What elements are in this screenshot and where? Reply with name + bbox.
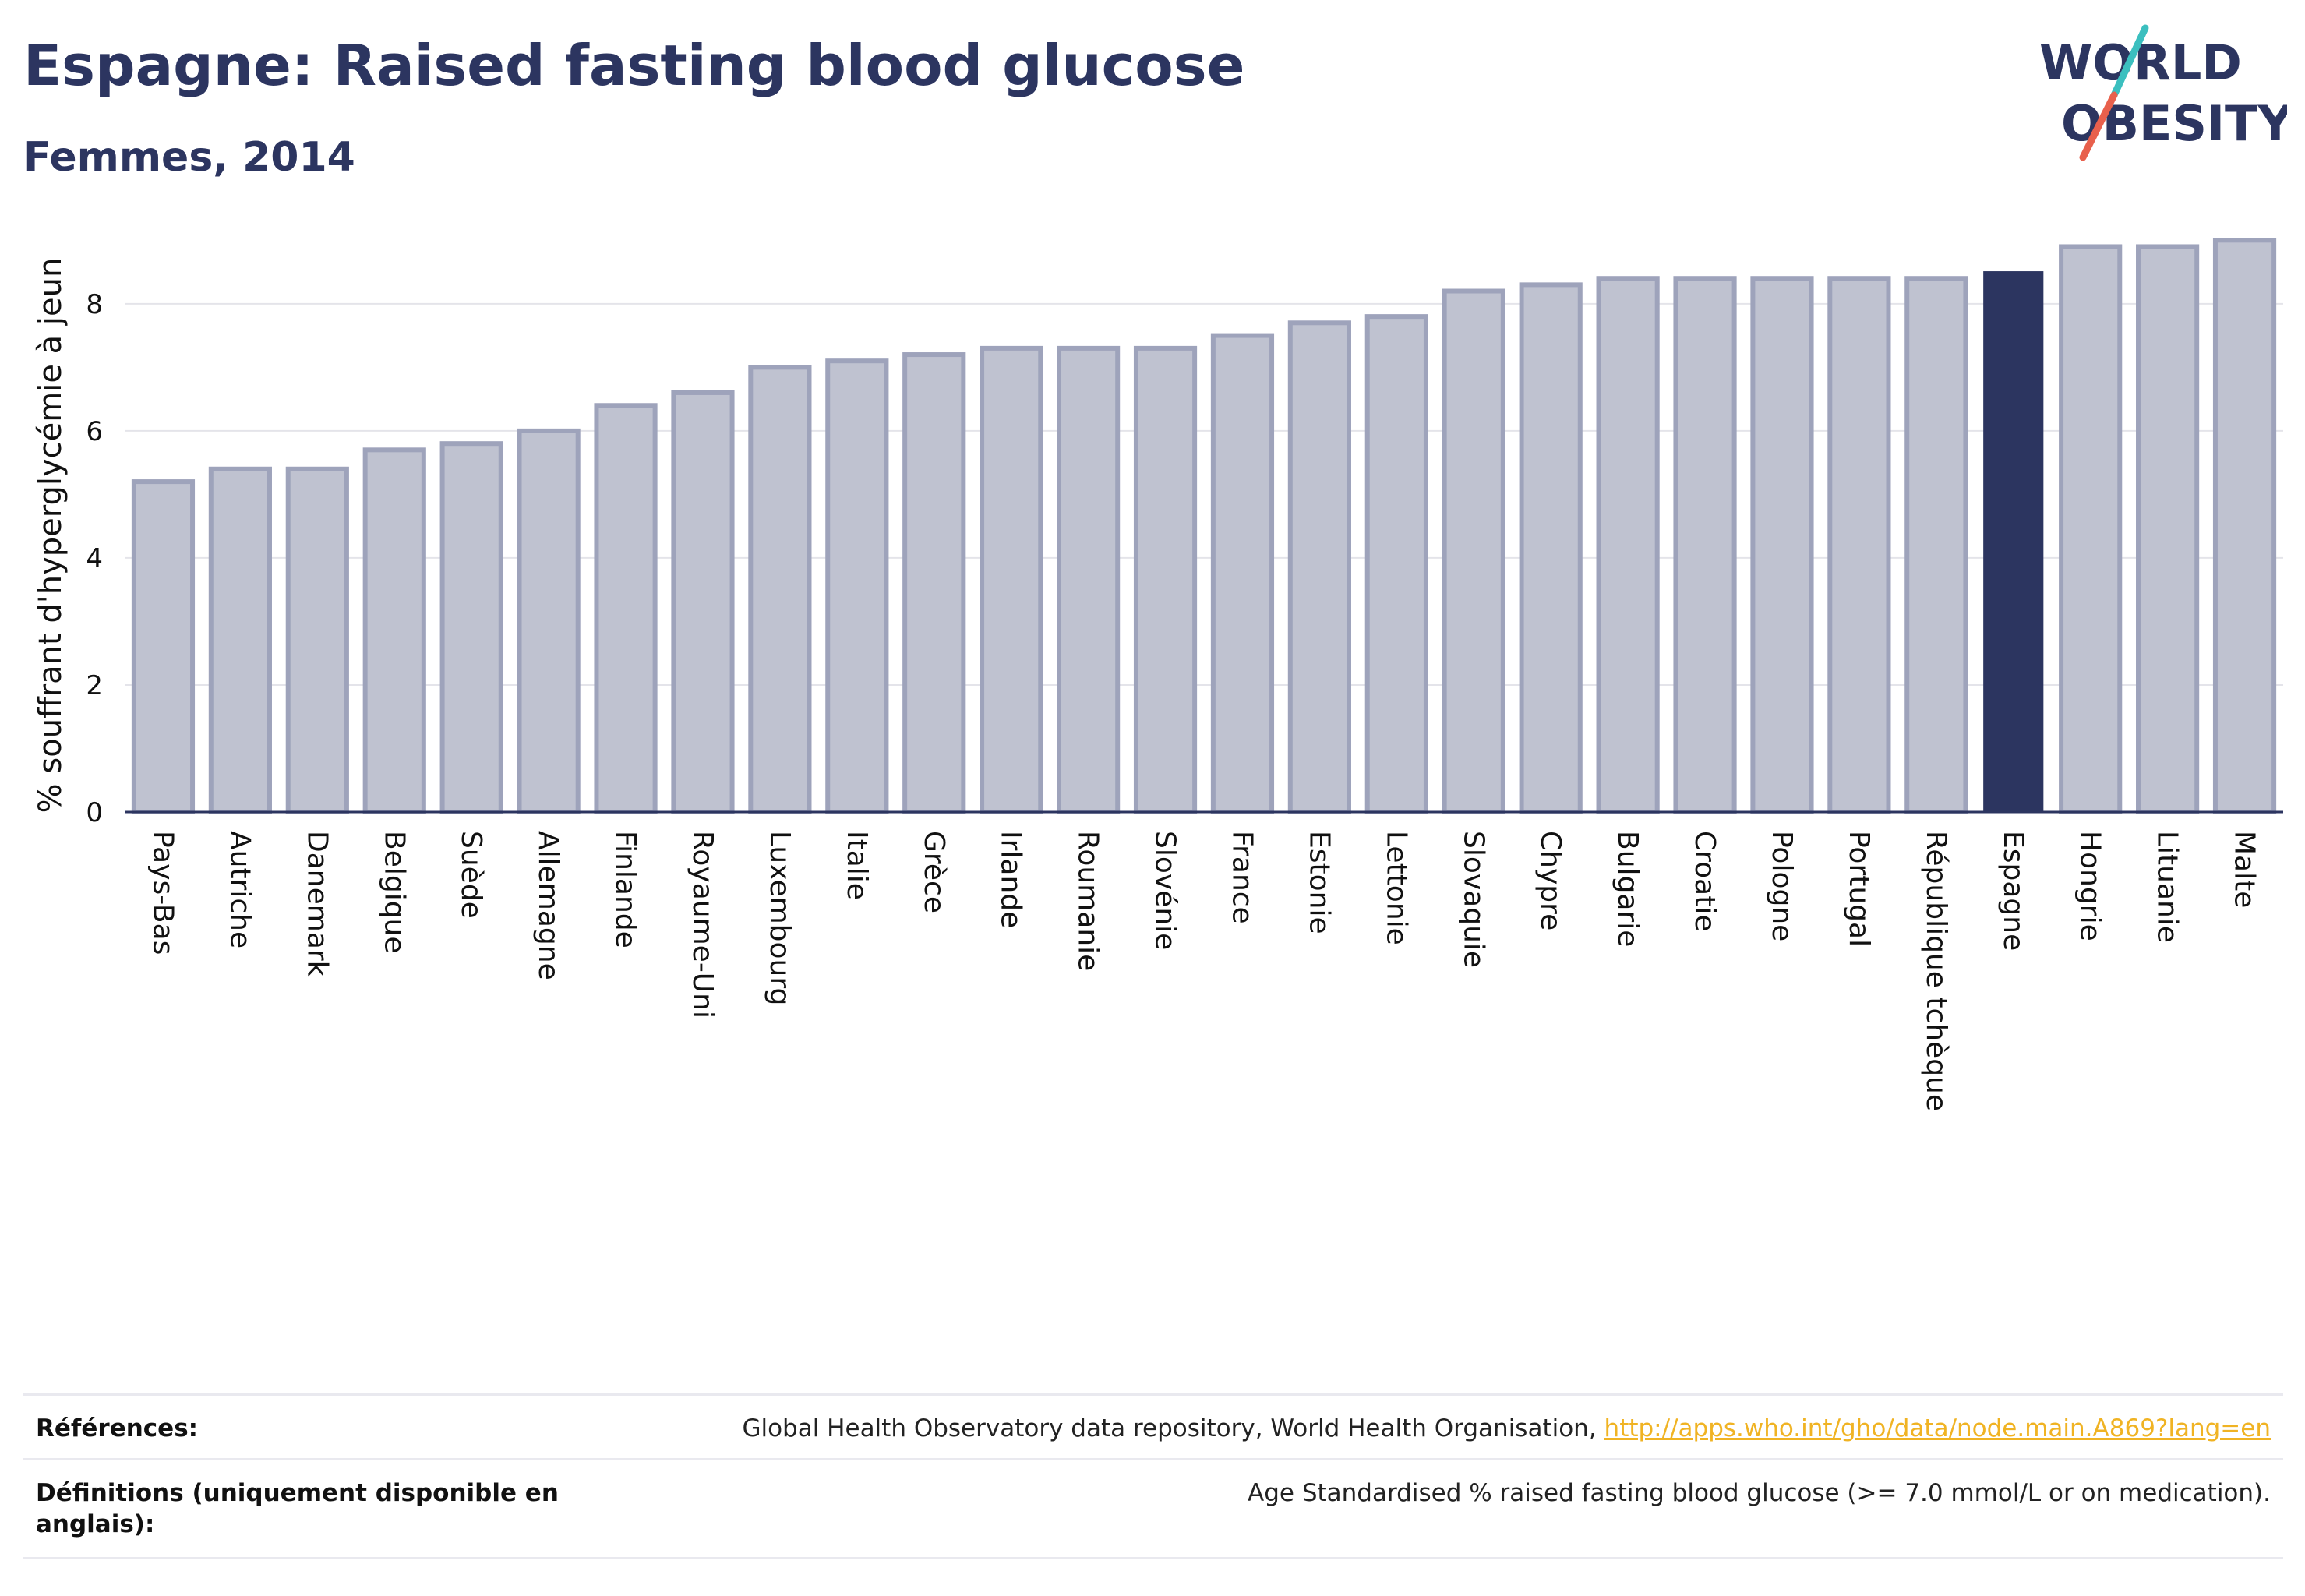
bar	[1983, 271, 2044, 813]
bar	[1827, 276, 1891, 814]
x-tick-label: Hongrie	[2074, 831, 2106, 941]
x-tick-label: Bulgarie	[1611, 831, 1643, 947]
bar	[902, 352, 966, 815]
bar	[594, 403, 658, 814]
bar	[208, 466, 272, 814]
references-text: Global Health Observatory data repositor…	[742, 1414, 1604, 1442]
x-tick-label: Autriche	[224, 831, 256, 948]
x-tick-label: Portugal	[1843, 831, 1875, 947]
logo-line2: OBESITY	[2061, 95, 2287, 152]
bar	[1364, 314, 1428, 814]
references-table: Références: Global Health Observatory da…	[23, 1393, 2283, 1559]
definitions-row: Définitions (uniquement disponible en an…	[23, 1458, 2283, 1559]
references-link[interactable]: http://apps.who.int/gho/data/node.main.A…	[1604, 1414, 2271, 1442]
x-tick-label: Royaume-Uni	[687, 831, 718, 1019]
page-title: Espagne: Raised fasting blood glucose	[23, 33, 1245, 98]
x-tick-label: Slovénie	[1149, 831, 1181, 950]
x-tick-label: Pays-Bas	[146, 831, 178, 955]
x-tick-label: Suède	[455, 831, 487, 919]
x-tick-label: Grèce	[918, 831, 950, 913]
bar-chart: 0 2 4 6 8 % souffrant d'hyperglycémie à jeun P…	[33, 238, 2283, 1111]
x-tick-label: Allemagne	[532, 831, 564, 980]
y-axis-title: % souffrant d'hyperglycémie à jeun	[33, 258, 69, 814]
bar	[1519, 282, 1583, 814]
page-subtitle: Femmes, 2014	[23, 134, 355, 181]
bar	[517, 428, 581, 814]
x-tick-label: Luxembourg	[764, 831, 796, 1005]
bar	[671, 390, 735, 814]
bar	[1904, 276, 1968, 814]
x-tick-label: Belgique	[378, 831, 410, 954]
references-value: Global Health Observatory data repositor…	[742, 1413, 2271, 1444]
bar	[2136, 244, 2200, 814]
x-tick-label: Espagne	[1997, 831, 2029, 951]
bar	[1133, 345, 1198, 815]
bar	[439, 441, 503, 814]
logo-stroke-top	[2110, 24, 2149, 99]
x-tick-label: Lituanie	[2151, 831, 2183, 943]
bar	[1673, 276, 1737, 814]
bar	[1210, 333, 1275, 814]
bar	[285, 466, 349, 814]
x-tick-label: Estonie	[1303, 831, 1335, 934]
y-tick-label: 0	[86, 797, 103, 828]
bar	[2212, 238, 2277, 815]
y-tick-label: 6	[86, 416, 103, 447]
bar	[131, 479, 196, 814]
x-tick-label: Chypre	[1534, 831, 1566, 930]
bar	[748, 365, 812, 814]
definitions-label: Définitions (uniquement disponible en an…	[36, 1479, 559, 1538]
x-tick-label: Irlande	[995, 831, 1027, 928]
x-tick-label: Danemark	[301, 831, 333, 977]
x-tick-label: Finlande	[609, 831, 641, 948]
references-row: Références: Global Health Observatory da…	[23, 1393, 2283, 1458]
bar	[1057, 345, 1121, 815]
y-tick-label: 4	[86, 543, 103, 574]
bar	[825, 358, 889, 814]
y-tick-label: 2	[86, 670, 103, 701]
bar	[2059, 244, 2123, 814]
bar	[1287, 320, 1351, 815]
world-obesity-logo: WORLD OBESITY	[2039, 24, 2287, 161]
bar	[362, 447, 426, 814]
x-tick-label: France	[1226, 831, 1258, 924]
x-tick-label: Malte	[2229, 831, 2261, 908]
bar	[1596, 276, 1660, 814]
x-tick-label: République tchèque	[1920, 831, 1952, 1111]
y-tick-label: 8	[86, 289, 103, 320]
definitions-value: Age Standardised % raised fasting blood …	[1248, 1479, 2271, 1507]
bar	[1750, 276, 1814, 814]
x-tick-label: Italie	[841, 831, 873, 900]
bar	[980, 345, 1043, 815]
x-tick-label: Pologne	[1766, 831, 1798, 941]
references-label: Références:	[36, 1414, 199, 1442]
x-tick-label: Slovaquie	[1457, 831, 1489, 968]
x-tick-label: Roumanie	[1072, 831, 1104, 971]
bar	[1442, 288, 1505, 815]
logo-stroke-bottom	[2079, 91, 2118, 161]
x-tick-label: Croatie	[1689, 831, 1721, 932]
x-tick-label: Lettonie	[1380, 831, 1412, 945]
